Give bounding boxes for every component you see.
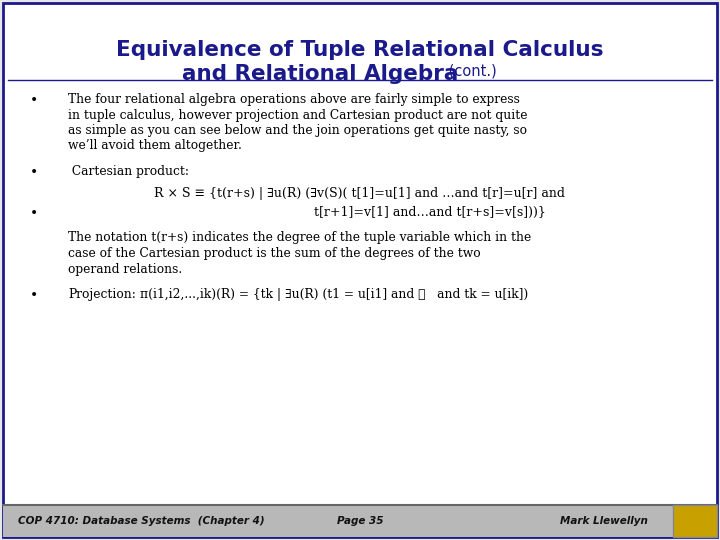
Text: and Relational Algebra: and Relational Algebra [182,64,458,84]
Text: The four relational algebra operations above are fairly simple to express: The four relational algebra operations a… [68,93,520,106]
FancyBboxPatch shape [3,3,717,537]
Text: •: • [30,165,38,179]
Text: •: • [30,288,38,302]
FancyBboxPatch shape [673,505,717,537]
Text: Equivalence of Tuple Relational Calculus: Equivalence of Tuple Relational Calculus [116,40,604,60]
Text: as simple as you can see below and the join operations get quite nasty, so: as simple as you can see below and the j… [68,124,527,137]
Text: π(i1,i2,...,ik)(R) = {tk | ∃u(R) (t1 = u[i1] and ⋯   and tk = u[ik]): π(i1,i2,...,ik)(R) = {tk | ∃u(R) (t1 = u… [140,288,528,301]
Text: case of the Cartesian product is the sum of the degrees of the two: case of the Cartesian product is the sum… [68,247,481,260]
Text: R × S ≡ {t(r+s) | ∃u(R) (∃v(S)( t[1]=u[1] and …and t[r]=u[r] and: R × S ≡ {t(r+s) | ∃u(R) (∃v(S)( t[1]=u[1… [155,186,565,199]
Text: •: • [30,93,38,107]
Text: operand relations.: operand relations. [68,262,182,275]
FancyBboxPatch shape [3,505,673,537]
Text: COP 4710: Database Systems  (Chapter 4): COP 4710: Database Systems (Chapter 4) [18,516,265,526]
Text: we’ll avoid them altogether.: we’ll avoid them altogether. [68,139,242,152]
Text: in tuple calculus, however projection and Cartesian product are not quite: in tuple calculus, however projection an… [68,109,528,122]
Text: •: • [30,206,38,220]
Text: The notation t(r+s) indicates the degree of the tuple variable which in the: The notation t(r+s) indicates the degree… [68,232,531,245]
Text: t[r+1]=v[1] and…and t[r+s]=v[s]))}: t[r+1]=v[1] and…and t[r+s]=v[s]))} [314,206,546,219]
Text: (cont.): (cont.) [444,64,497,79]
Text: Mark Llewellyn: Mark Llewellyn [560,516,648,526]
Text: Projection:: Projection: [68,288,136,301]
Text: Cartesian product:: Cartesian product: [68,165,189,178]
Text: Page 35: Page 35 [337,516,383,526]
